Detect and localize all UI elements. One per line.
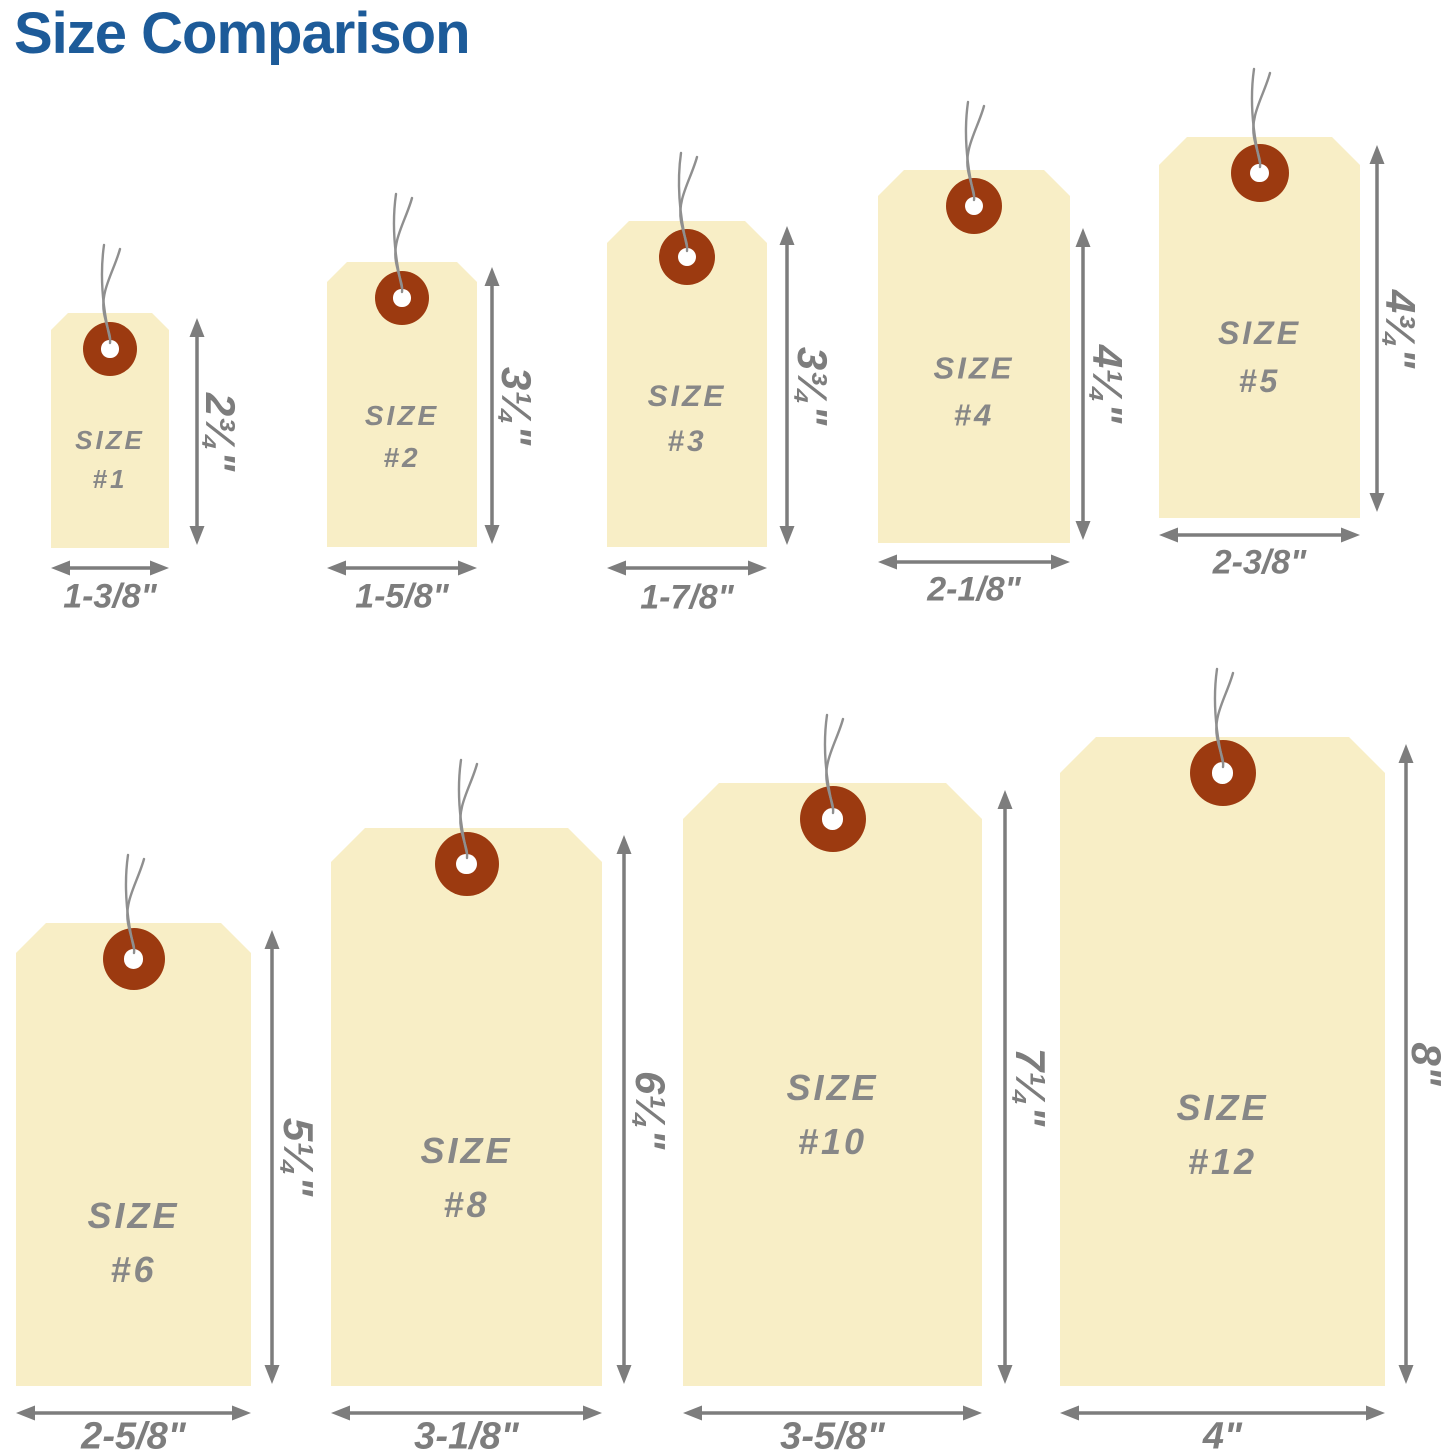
wire-string-icon (100, 243, 122, 345)
tag-size-text: SIZE (75, 425, 145, 455)
grommet (434, 832, 499, 896)
tag-number-text: #3 (667, 425, 707, 458)
grommet-hole (821, 808, 844, 830)
tag-label: SIZE #10 (786, 1061, 878, 1169)
grommet-hole (456, 853, 477, 875)
tag-label: SIZE #5 (1218, 309, 1301, 405)
grommet (102, 928, 165, 990)
wire-string-icon (964, 100, 986, 202)
width-dimension-label: 1-3/8" (63, 577, 157, 616)
height-arrow (1075, 228, 1091, 540)
tag-shape (683, 783, 982, 1386)
tag-number-text: #4 (953, 397, 995, 432)
width-arrow (683, 1405, 982, 1421)
tag-size-text: SIZE (87, 1195, 180, 1236)
height-arrow (1369, 145, 1385, 512)
grommet (1230, 144, 1289, 202)
grommet-hole (678, 248, 696, 266)
grommet (659, 229, 715, 285)
tag-label: SIZE #3 (648, 374, 727, 464)
grommet (375, 271, 429, 325)
height-arrow (189, 318, 205, 545)
width-arrow (607, 560, 767, 576)
height-dimension-label: 7¼" (1007, 1047, 1054, 1127)
tag-label: SIZE #1 (75, 421, 145, 499)
height-arrow (1398, 744, 1414, 1384)
tag-size-text: SIZE (420, 1130, 513, 1171)
width-dimension-label: 3-5/8" (780, 1415, 885, 1455)
wire-string-icon (823, 713, 844, 815)
height-dimension-label: 8" (1403, 1042, 1445, 1086)
width-arrow (1159, 527, 1360, 543)
tag-size-text: SIZE (1176, 1087, 1269, 1128)
height-arrow (264, 930, 280, 1384)
width-dimension-label: 2-3/8" (1212, 543, 1307, 582)
height-dimension-label: 4¾" (1377, 289, 1424, 368)
grommet-hole (393, 289, 411, 307)
tag-number-text: #1 (92, 464, 128, 494)
grommet-hole (1250, 163, 1269, 183)
height-dimension-label: 3¾" (789, 346, 836, 425)
wire-string-icon (1213, 667, 1234, 769)
width-arrow (327, 560, 477, 576)
width-dimension-label: 2-5/8" (81, 1415, 186, 1455)
wire-string-icon (457, 758, 478, 860)
tag-size-text: SIZE (1217, 315, 1302, 351)
height-dimension-label: 2¾" (197, 392, 244, 471)
grommet (83, 322, 137, 376)
tag-size-text: SIZE (933, 350, 1015, 386)
wire-string-icon (124, 853, 145, 955)
tag-label: SIZE #8 (420, 1124, 512, 1232)
wire-string-icon (677, 151, 699, 253)
tag-label: SIZE #12 (1176, 1081, 1268, 1189)
grommet (946, 178, 1002, 234)
tag-number-text: #10 (797, 1121, 868, 1162)
height-dimension-label: 3¼" (493, 366, 540, 445)
width-arrow (51, 560, 169, 576)
width-dimension-label: 1-7/8" (640, 578, 734, 617)
width-arrow (331, 1405, 602, 1421)
tag-number-text: #6 (110, 1249, 157, 1290)
grommet-hole (1211, 762, 1234, 784)
grommet (799, 786, 866, 852)
height-dimension-label: 6¼" (627, 1070, 674, 1149)
wire-string-icon (1250, 67, 1271, 169)
width-arrow (878, 554, 1070, 570)
width-dimension-label: 4" (1202, 1415, 1243, 1455)
tag-number-text: #12 (1187, 1141, 1258, 1182)
tag-number-text: #8 (443, 1184, 490, 1225)
tag-shape (331, 828, 602, 1386)
tag-label: SIZE #4 (934, 346, 1015, 439)
height-arrow (779, 226, 795, 545)
height-dimension-label: 5¼" (275, 1117, 322, 1197)
width-dimension-label: 2-1/8" (927, 570, 1021, 609)
tag-size-text: SIZE (364, 400, 440, 431)
tag-size-text: SIZE (786, 1067, 879, 1108)
height-arrow (997, 790, 1013, 1384)
width-arrow (16, 1405, 251, 1421)
height-arrow (616, 835, 632, 1384)
width-dimension-label: 3-1/8" (414, 1415, 519, 1455)
tag-shape (16, 923, 251, 1386)
width-dimension-label: 1-5/8" (355, 577, 449, 616)
wire-string-icon (392, 192, 414, 294)
tag-size-text: SIZE (647, 380, 727, 413)
tag-number-text: #2 (383, 442, 421, 473)
grommet (1189, 740, 1256, 806)
grommet-hole (123, 949, 144, 969)
tag-label: SIZE #6 (87, 1189, 179, 1297)
tag-shape (1060, 737, 1385, 1386)
tag-label: SIZE #2 (365, 395, 439, 479)
page-title: Size Comparison (14, 1, 471, 66)
width-arrow (1060, 1405, 1385, 1421)
grommet-hole (101, 340, 119, 358)
height-dimension-label: 4¼" (1084, 344, 1131, 424)
height-arrow (484, 267, 500, 544)
grommet-hole (965, 197, 983, 215)
tag-number-text: #5 (1238, 363, 1281, 399)
